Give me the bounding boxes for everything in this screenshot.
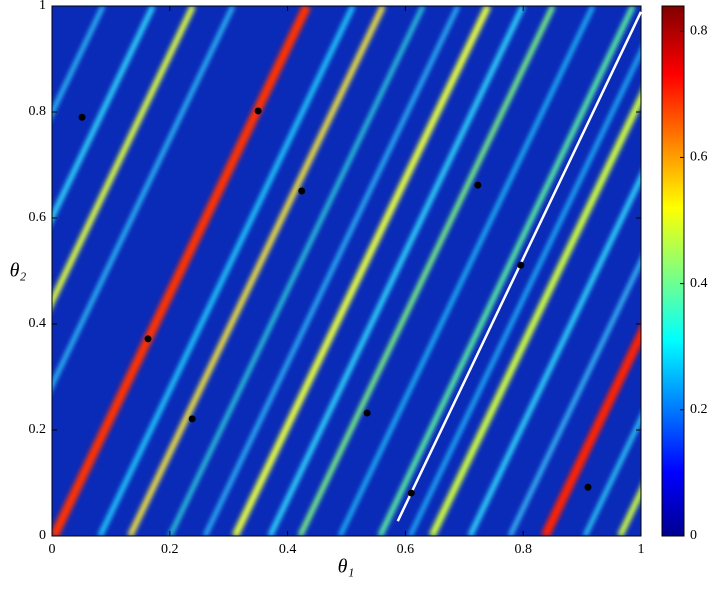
- heatmap-stripe: [338, 6, 595, 536]
- x-tick-label: 1: [638, 542, 645, 557]
- point: [363, 409, 371, 417]
- x-tick-label: 0.4: [279, 542, 297, 557]
- y-tick-label: 1: [39, 0, 46, 13]
- colorbar: [661, 5, 685, 537]
- heatmap-stripe: [231, 6, 492, 536]
- y-axis-label: θ₂: [10, 260, 27, 282]
- y-tick-label: 0.6: [29, 210, 47, 225]
- y-tick-label: 0.2: [29, 422, 47, 437]
- x-tick-label: 0.6: [397, 542, 415, 557]
- x-tick-label: 0.2: [161, 542, 179, 557]
- heatmap-stripe: [540, 324, 641, 536]
- colorbar-tick-label: 0.2: [690, 402, 708, 417]
- plot-frame: [51, 5, 642, 537]
- heatmap-stripe: [583, 414, 641, 536]
- colorbar-tick-label: 0.4: [690, 276, 708, 291]
- x-axis-label: θ₁: [338, 556, 355, 578]
- heatmap-stripe: [377, 6, 636, 536]
- colorbar-tick-label: 0.6: [690, 150, 708, 165]
- point: [298, 187, 306, 195]
- y-tick-label: 0.4: [29, 316, 47, 331]
- heatmap-stripe: [52, 6, 235, 390]
- heatmap-stripe: [168, 6, 425, 536]
- point: [584, 483, 592, 491]
- point: [254, 107, 262, 115]
- point: [517, 261, 525, 269]
- y-tick-label: 0: [39, 528, 46, 543]
- heatmap-stripe: [52, 6, 105, 118]
- y-tick-label: 0.8: [29, 104, 47, 119]
- heatmap-stripe: [408, 47, 641, 536]
- colorbar-tick-label: 0: [690, 528, 697, 543]
- heatmap-stripe: [297, 6, 556, 536]
- point: [474, 181, 482, 189]
- x-tick-label: 0.8: [514, 542, 532, 557]
- heatmap-stripe: [52, 6, 312, 536]
- point: [188, 415, 196, 423]
- heatmap-stripe: [267, 6, 526, 536]
- colorbar-tick-label: 0.8: [690, 23, 708, 38]
- heatmap-stripe: [52, 6, 196, 309]
- heatmap-stripe: [467, 172, 641, 536]
- heatmap-stripe: [127, 6, 386, 536]
- point: [407, 489, 415, 497]
- x-tick-label: 0: [49, 542, 56, 557]
- point: [78, 113, 86, 121]
- heatmap-stripes: [52, 6, 641, 536]
- heatmap-stripe: [97, 6, 356, 536]
- heatmap-stripe: [52, 6, 156, 224]
- point: [144, 335, 152, 343]
- heatmap-stripe: [428, 90, 641, 536]
- heatmap-stripe: [203, 6, 460, 536]
- heatmap-stripe: [508, 256, 641, 536]
